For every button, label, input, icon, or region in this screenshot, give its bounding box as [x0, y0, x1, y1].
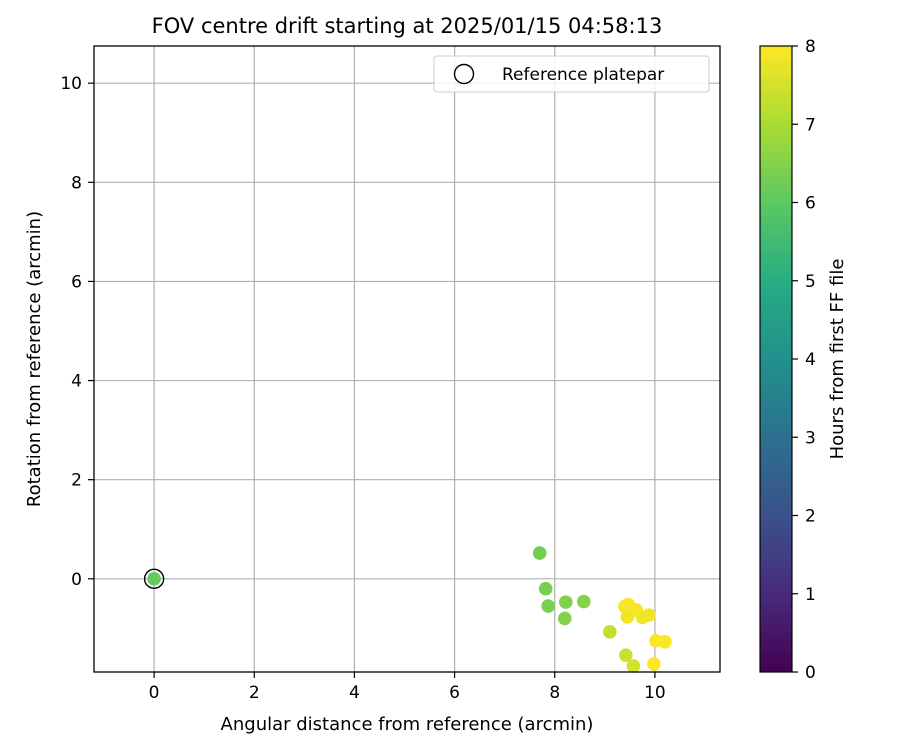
grid — [94, 46, 720, 672]
data-point — [576, 594, 591, 609]
chart-title: FOV centre drift starting at 2025/01/15 … — [152, 14, 663, 38]
data-point — [147, 572, 161, 586]
reference-platepar-marker — [143, 568, 165, 590]
y-tick-label: 4 — [71, 372, 82, 392]
y-tick-label: 6 — [71, 272, 82, 292]
data-point — [626, 659, 641, 673]
colorbar-tick-label: 8 — [805, 37, 816, 57]
plot-frame — [93, 45, 721, 673]
legend-marker — [453, 63, 475, 85]
legend-label: Reference platepar — [502, 65, 664, 85]
x-tick-label: 6 — [449, 683, 460, 703]
x-axis-label: Angular distance from reference (arcmin) — [221, 714, 594, 735]
data-point — [538, 581, 553, 596]
y-tick-label: 2 — [71, 471, 82, 491]
x-tick-label: 10 — [644, 683, 666, 703]
data-point — [558, 595, 573, 609]
colorbar-tick-label: 0 — [805, 663, 816, 683]
y-tick-label: 0 — [71, 570, 82, 590]
x-tick-label: 0 — [149, 683, 160, 703]
legend: Reference platepar — [433, 55, 710, 93]
data-point — [642, 608, 656, 622]
axis-ticks: 0 2 4 6 8 10 0 2 4 6 8 10 — [60, 74, 665, 703]
colorbar — [759, 45, 793, 673]
y-axis-label: Rotation from reference (arcmin) — [24, 211, 45, 507]
data-point — [658, 634, 672, 649]
colorbar-tick-label: 6 — [805, 194, 816, 214]
data-point — [541, 599, 556, 613]
colorbar-tick-label: 2 — [805, 507, 816, 527]
data-point — [603, 625, 617, 639]
x-tick-label: 2 — [249, 683, 260, 703]
colorbar-tick-label: 5 — [805, 272, 816, 292]
colorbar-tick-label: 3 — [805, 428, 816, 448]
colorbar-tick-label: 4 — [805, 350, 816, 370]
x-tick-label: 4 — [349, 683, 360, 703]
y-tick-label: 10 — [60, 74, 82, 94]
data-points — [143, 546, 672, 673]
data-point — [647, 657, 661, 671]
data-point — [557, 611, 572, 626]
y-tick-label: 8 — [71, 173, 82, 193]
data-point — [619, 648, 633, 662]
data-point — [532, 546, 547, 560]
x-tick-label: 8 — [549, 683, 560, 703]
colorbar-label: Hours from first FF file — [827, 259, 848, 460]
legend-box — [433, 55, 710, 93]
colorbar-tick-label: 1 — [805, 585, 816, 605]
colorbar-ticks: 0 1 2 3 4 5 6 7 8 — [792, 37, 816, 683]
colorbar-tick-label: 7 — [805, 115, 816, 135]
